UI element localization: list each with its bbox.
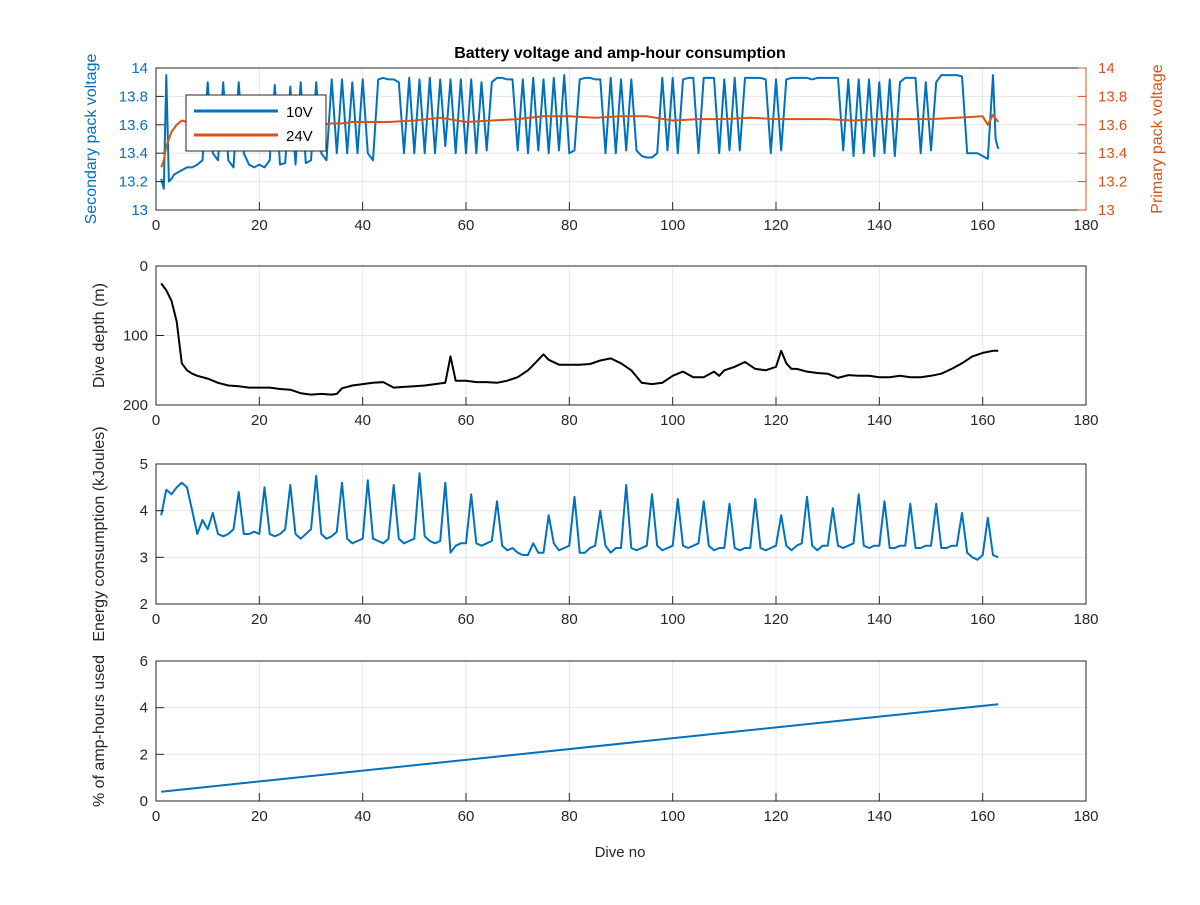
right-y-tick-label: 13.2: [1098, 174, 1127, 191]
x-tick-label: 0: [152, 412, 160, 429]
x-tick-label: 140: [867, 611, 892, 628]
x-tick-label: 120: [763, 412, 788, 429]
y-tick-label: 3: [140, 549, 148, 566]
x-tick-label: 180: [1073, 217, 1098, 234]
panel-3: 0 20 40 60 80 100 120 140 160 180 2 3 4 5 Energy consu…: [91, 426, 1099, 641]
right-y-tick-label: 13: [1098, 202, 1115, 219]
x-tick-label: 60: [458, 412, 475, 429]
x-tick-label: 140: [867, 412, 892, 429]
x-tick-label: 80: [561, 808, 578, 825]
y-tick-label: 6: [140, 653, 148, 670]
x-tick-label: 0: [152, 808, 160, 825]
x-tick-label: 160: [970, 611, 995, 628]
y-tick-label: 0: [140, 793, 148, 810]
x-tick-label: 100: [660, 808, 685, 825]
legend-label-10v: 10V: [286, 104, 313, 121]
x-tick-label: 20: [251, 808, 268, 825]
y-axis-label: % of amp-hours used: [91, 655, 108, 807]
x-tick-label: 20: [251, 412, 268, 429]
chart-title: Battery voltage and amp-hour consumption: [454, 45, 786, 62]
y-tick-label: 14: [131, 60, 148, 77]
right-y-tick-label: 13.6: [1098, 117, 1127, 134]
y-tick-label: 13.6: [119, 117, 148, 134]
panel-2: 0 20 40 60 80 100 120 140 160 180 0 100 200 Dive dept…: [91, 258, 1099, 429]
right-y-axis-label: Primary pack voltage: [1149, 64, 1166, 213]
x-tick-label: 120: [763, 217, 788, 234]
x-tick-label: 120: [763, 611, 788, 628]
y-tick-label: 13.4: [119, 145, 148, 162]
y-tick-label: 2: [140, 596, 148, 613]
x-axis-label: Dive no: [595, 844, 646, 861]
x-tick-label: 120: [763, 808, 788, 825]
x-tick-label: 100: [660, 217, 685, 234]
legend-label-24v: 24V: [286, 128, 313, 145]
x-tick-label: 60: [458, 217, 475, 234]
x-tick-label: 40: [354, 412, 371, 429]
x-tick-label: 80: [561, 412, 578, 429]
y-axis-label: Dive depth (m): [91, 283, 108, 388]
x-tick-label: 20: [251, 611, 268, 628]
x-tick-label: 80: [561, 611, 578, 628]
right-y-tick-label: 14: [1098, 60, 1115, 77]
x-tick-label: 0: [152, 611, 160, 628]
x-tick-label: 40: [354, 217, 371, 234]
panel-4: 0 20 40 60 80 100 120 140 160 180 0 2 4 6 % of amp-hou…: [91, 653, 1099, 825]
x-tick-label: 140: [867, 217, 892, 234]
x-tick-label: 180: [1073, 808, 1098, 825]
y-tick-label: 4: [140, 503, 148, 520]
x-tick-label: 60: [458, 808, 475, 825]
x-tick-label: 160: [970, 217, 995, 234]
series-line-1: [160, 282, 999, 396]
y-tick-label: 5: [140, 456, 148, 473]
x-tick-label: 180: [1073, 611, 1098, 628]
y-tick-label: 13.8: [119, 88, 148, 105]
x-tick-label: 100: [660, 412, 685, 429]
y-tick-label: 100: [123, 328, 148, 345]
legend-box: [185, 94, 327, 152]
x-tick-label: 60: [458, 611, 475, 628]
y-tick-label: 0: [140, 258, 148, 275]
x-tick-label: 0: [152, 217, 160, 234]
x-tick-label: 40: [354, 611, 371, 628]
panels: 0 20 40 60 80 100 120 140 160 1801313.213.413.613…: [83, 54, 1166, 825]
x-tick-label: 80: [561, 217, 578, 234]
y-tick-label: 200: [123, 397, 148, 414]
y-axis-label: Energy consumption (kJoules): [91, 426, 108, 641]
x-tick-label: 180: [1073, 412, 1098, 429]
x-tick-label: 40: [354, 808, 371, 825]
x-tick-label: 160: [970, 808, 995, 825]
right-y-tick-label: 13.4: [1098, 145, 1127, 162]
x-tick-label: 160: [970, 412, 995, 429]
x-tick-label: 140: [867, 808, 892, 825]
y-axis-label: Secondary pack voltage: [83, 54, 100, 225]
panel-1: 0 20 40 60 80 100 120 140 160 1801313.213.413.613…: [83, 54, 1166, 234]
plot-frame: [155, 660, 1087, 802]
right-y-tick-label: 13.8: [1098, 88, 1127, 105]
y-tick-label: 4: [140, 700, 148, 717]
series-line-1: [161, 703, 999, 793]
plot-frame: [155, 463, 1087, 605]
x-tick-label: 20: [251, 217, 268, 234]
x-tick-label: 100: [660, 611, 685, 628]
y-tick-label: 13: [131, 202, 148, 219]
y-tick-label: 13.2: [119, 174, 148, 191]
series-line-1: [160, 472, 999, 561]
y-tick-label: 2: [140, 746, 148, 763]
